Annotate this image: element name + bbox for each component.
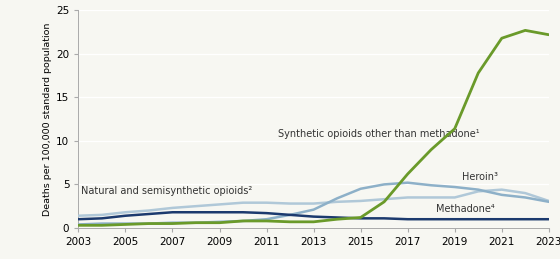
Text: Natural and semisynthetic opioids²: Natural and semisynthetic opioids² — [81, 186, 252, 196]
Y-axis label: Deaths per 100,000 standard population: Deaths per 100,000 standard population — [43, 23, 52, 216]
Text: Heroin³: Heroin³ — [462, 172, 498, 182]
Text: Methadone⁴: Methadone⁴ — [436, 204, 494, 214]
Text: Synthetic opioids other than methadone¹: Synthetic opioids other than methadone¹ — [278, 129, 480, 139]
